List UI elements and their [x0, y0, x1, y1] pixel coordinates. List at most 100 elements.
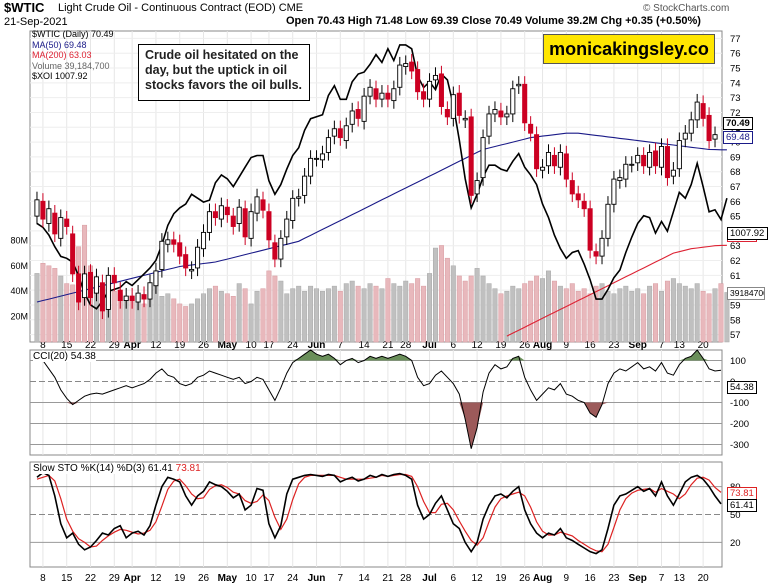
price-tick-label: 73	[730, 93, 741, 104]
x-tick-label-bottom: Jul	[422, 573, 437, 584]
volume-tag: 39184700	[727, 287, 765, 300]
cci-panel-title: CCI(20) 54.38	[33, 351, 96, 362]
volume-bar	[516, 288, 522, 343]
x-tick-label-top: 26	[519, 340, 531, 351]
volume-bar	[676, 283, 682, 343]
x-tick-label-bottom: 24	[287, 573, 299, 584]
candle-down	[70, 233, 76, 275]
volume-bar	[700, 290, 706, 343]
candle-up	[189, 268, 195, 272]
volume-bar	[653, 283, 659, 343]
candle-up	[510, 88, 516, 115]
candle-down	[700, 103, 706, 119]
volume-bar	[34, 273, 40, 343]
sto-panel-title: Slow STO %K(14) %D(3) 61.41 73.81	[33, 463, 201, 474]
volume-tick-label: 20M	[10, 312, 28, 322]
candle-up	[379, 92, 385, 100]
x-tick-label-bottom: Aug	[533, 573, 552, 584]
x-tick-label-bottom: Sep	[629, 573, 647, 584]
volume-bar	[195, 298, 201, 343]
candle-up	[480, 137, 486, 179]
volume-bar	[474, 268, 480, 343]
sto-k-value: 61.41	[147, 463, 173, 474]
price-tick-label: 74	[730, 78, 741, 89]
xoi-tag: 1007.92	[727, 227, 768, 240]
candle-up	[34, 199, 40, 217]
candle-down	[76, 273, 82, 303]
cci-line	[36, 349, 722, 449]
candle-up	[361, 95, 367, 122]
candle-up	[159, 240, 165, 270]
candle-down	[421, 91, 427, 100]
candle-up	[391, 88, 397, 102]
x-tick-label-bottom: 12	[472, 573, 484, 584]
volume-bar	[581, 288, 587, 343]
candle-up	[682, 132, 688, 140]
volume-bar	[706, 293, 712, 343]
price-tick-label: 65	[730, 212, 741, 223]
x-tick-label-top: 13	[674, 340, 686, 351]
candle-up	[557, 151, 563, 168]
candle-down	[706, 114, 712, 142]
sto-k-line	[36, 471, 722, 555]
volume-bar	[331, 285, 337, 343]
x-tick-label-bottom: 26	[519, 573, 531, 584]
volume-bar	[58, 275, 64, 343]
candle-up	[290, 197, 296, 222]
candle-up	[302, 175, 308, 196]
volume-bar	[278, 280, 284, 343]
volume-bar	[46, 265, 52, 343]
volume-bar	[694, 283, 700, 343]
volume-bar	[724, 292, 730, 343]
x-tick-label-top: 7	[659, 340, 665, 351]
candle-down	[373, 88, 379, 100]
volume-bar	[415, 278, 421, 343]
candle-down	[52, 212, 58, 235]
x-tick-label-bottom: 17	[263, 573, 275, 584]
x-tick-label-top: 8	[40, 340, 46, 351]
volume-bar	[111, 290, 117, 343]
price-tick-label: 76	[730, 49, 741, 60]
volume-bar	[462, 280, 468, 343]
x-tick-label-bottom: 15	[61, 573, 73, 584]
volume-bar	[486, 283, 492, 343]
cci-tick-label: -300	[730, 440, 749, 451]
volume-bar	[432, 247, 438, 343]
ohlc-summary: Open 70.43 High 71.48 Low 69.39 Close 70…	[286, 15, 701, 27]
x-tick-label-top: 12	[472, 340, 484, 351]
x-tick-label-top: 20	[698, 340, 710, 351]
candle-up	[647, 151, 653, 168]
volume-bar	[314, 288, 320, 343]
price-tick-label: 62	[730, 256, 741, 267]
candle-up	[343, 125, 349, 142]
candle-down	[528, 123, 534, 134]
x-tick-label-top: 23	[608, 340, 620, 351]
ma200-line	[506, 244, 727, 337]
x-tick-label-top: 19	[495, 340, 507, 351]
volume-bar	[647, 285, 653, 343]
volume-bar	[563, 288, 569, 343]
cci-overbought-fill	[37, 350, 710, 361]
candle-down	[522, 83, 528, 124]
candle-up	[492, 109, 498, 115]
volume-bar	[528, 280, 534, 343]
volume-bar	[635, 288, 641, 343]
volume-bar	[183, 306, 189, 343]
volume-bar	[391, 283, 397, 343]
candle-down	[87, 271, 94, 299]
x-tick-label-top: Jul	[422, 340, 437, 351]
volume-bar	[575, 290, 581, 343]
cci-oversold-fill	[66, 402, 608, 449]
candle-up	[629, 163, 635, 166]
candle-up	[611, 178, 617, 205]
price-tick-label: 75	[730, 64, 741, 75]
candle-down	[230, 215, 236, 227]
price-tick-label: 61	[730, 271, 741, 282]
ma50-line	[36, 132, 727, 303]
sto-tick-label: 20	[730, 538, 741, 549]
volume-bar	[688, 288, 694, 343]
candle-up	[93, 276, 99, 294]
x-tick-label-top: 14	[359, 340, 371, 351]
candle-up	[82, 273, 88, 299]
candle-up	[278, 237, 284, 260]
